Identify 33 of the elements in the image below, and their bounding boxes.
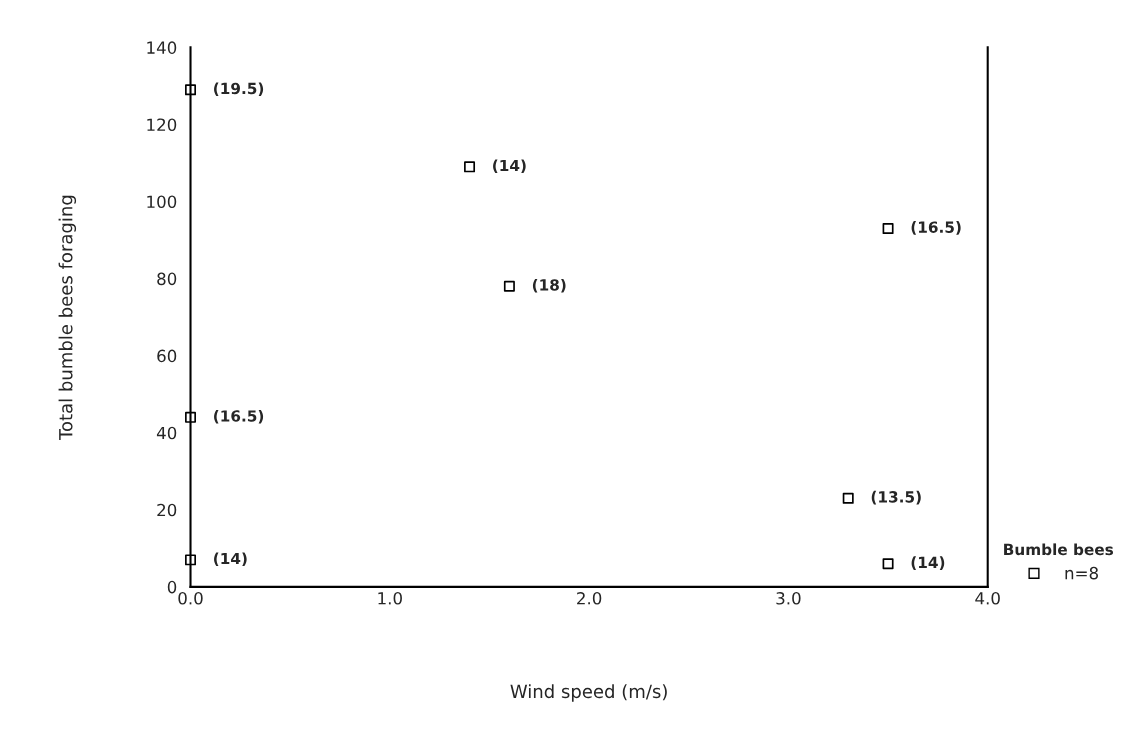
y-tick-label: 120 (147, 118, 177, 132)
y-tick-label: 140 (147, 41, 177, 54)
x-tick-label: 0.0 (178, 592, 203, 605)
point (882, 558, 894, 570)
legend-title: Bumble bees (1004, 543, 1114, 556)
x-tick-label: 4.0 (975, 592, 1000, 605)
annotation: (16.5) (911, 221, 961, 235)
annotation: (16.5) (214, 409, 264, 424)
annotation: (18) (532, 278, 566, 293)
x-tick-label: 1.0 (378, 592, 402, 605)
y-tick-label: 20 (157, 503, 177, 517)
y-tick-label: 60 (157, 349, 177, 363)
legend-label: n=8 (1065, 566, 1098, 580)
y-tick-label: 80 (157, 272, 177, 286)
annotation: (13.5) (871, 490, 921, 505)
point (464, 161, 476, 173)
point (185, 554, 197, 566)
annotation: (19.5) (214, 82, 264, 96)
point (882, 222, 894, 234)
annotation: (14) (911, 556, 945, 570)
point (503, 280, 515, 292)
point (185, 411, 197, 423)
annotation: (14) (493, 159, 526, 174)
y-tick-label: 0 (167, 580, 177, 594)
y-axis-title: Total bumble bees foraging (58, 195, 77, 441)
x-tick-label: 2.0 (577, 592, 602, 605)
point (842, 492, 854, 504)
y-tick-label: 40 (156, 426, 177, 440)
x-tick-label: 3.0 (776, 592, 801, 605)
annotation: (14) (214, 552, 247, 567)
point (185, 84, 197, 96)
y-tick-label: 100 (147, 195, 177, 209)
x-axis-title: Wind speed (m/s) (510, 684, 667, 702)
